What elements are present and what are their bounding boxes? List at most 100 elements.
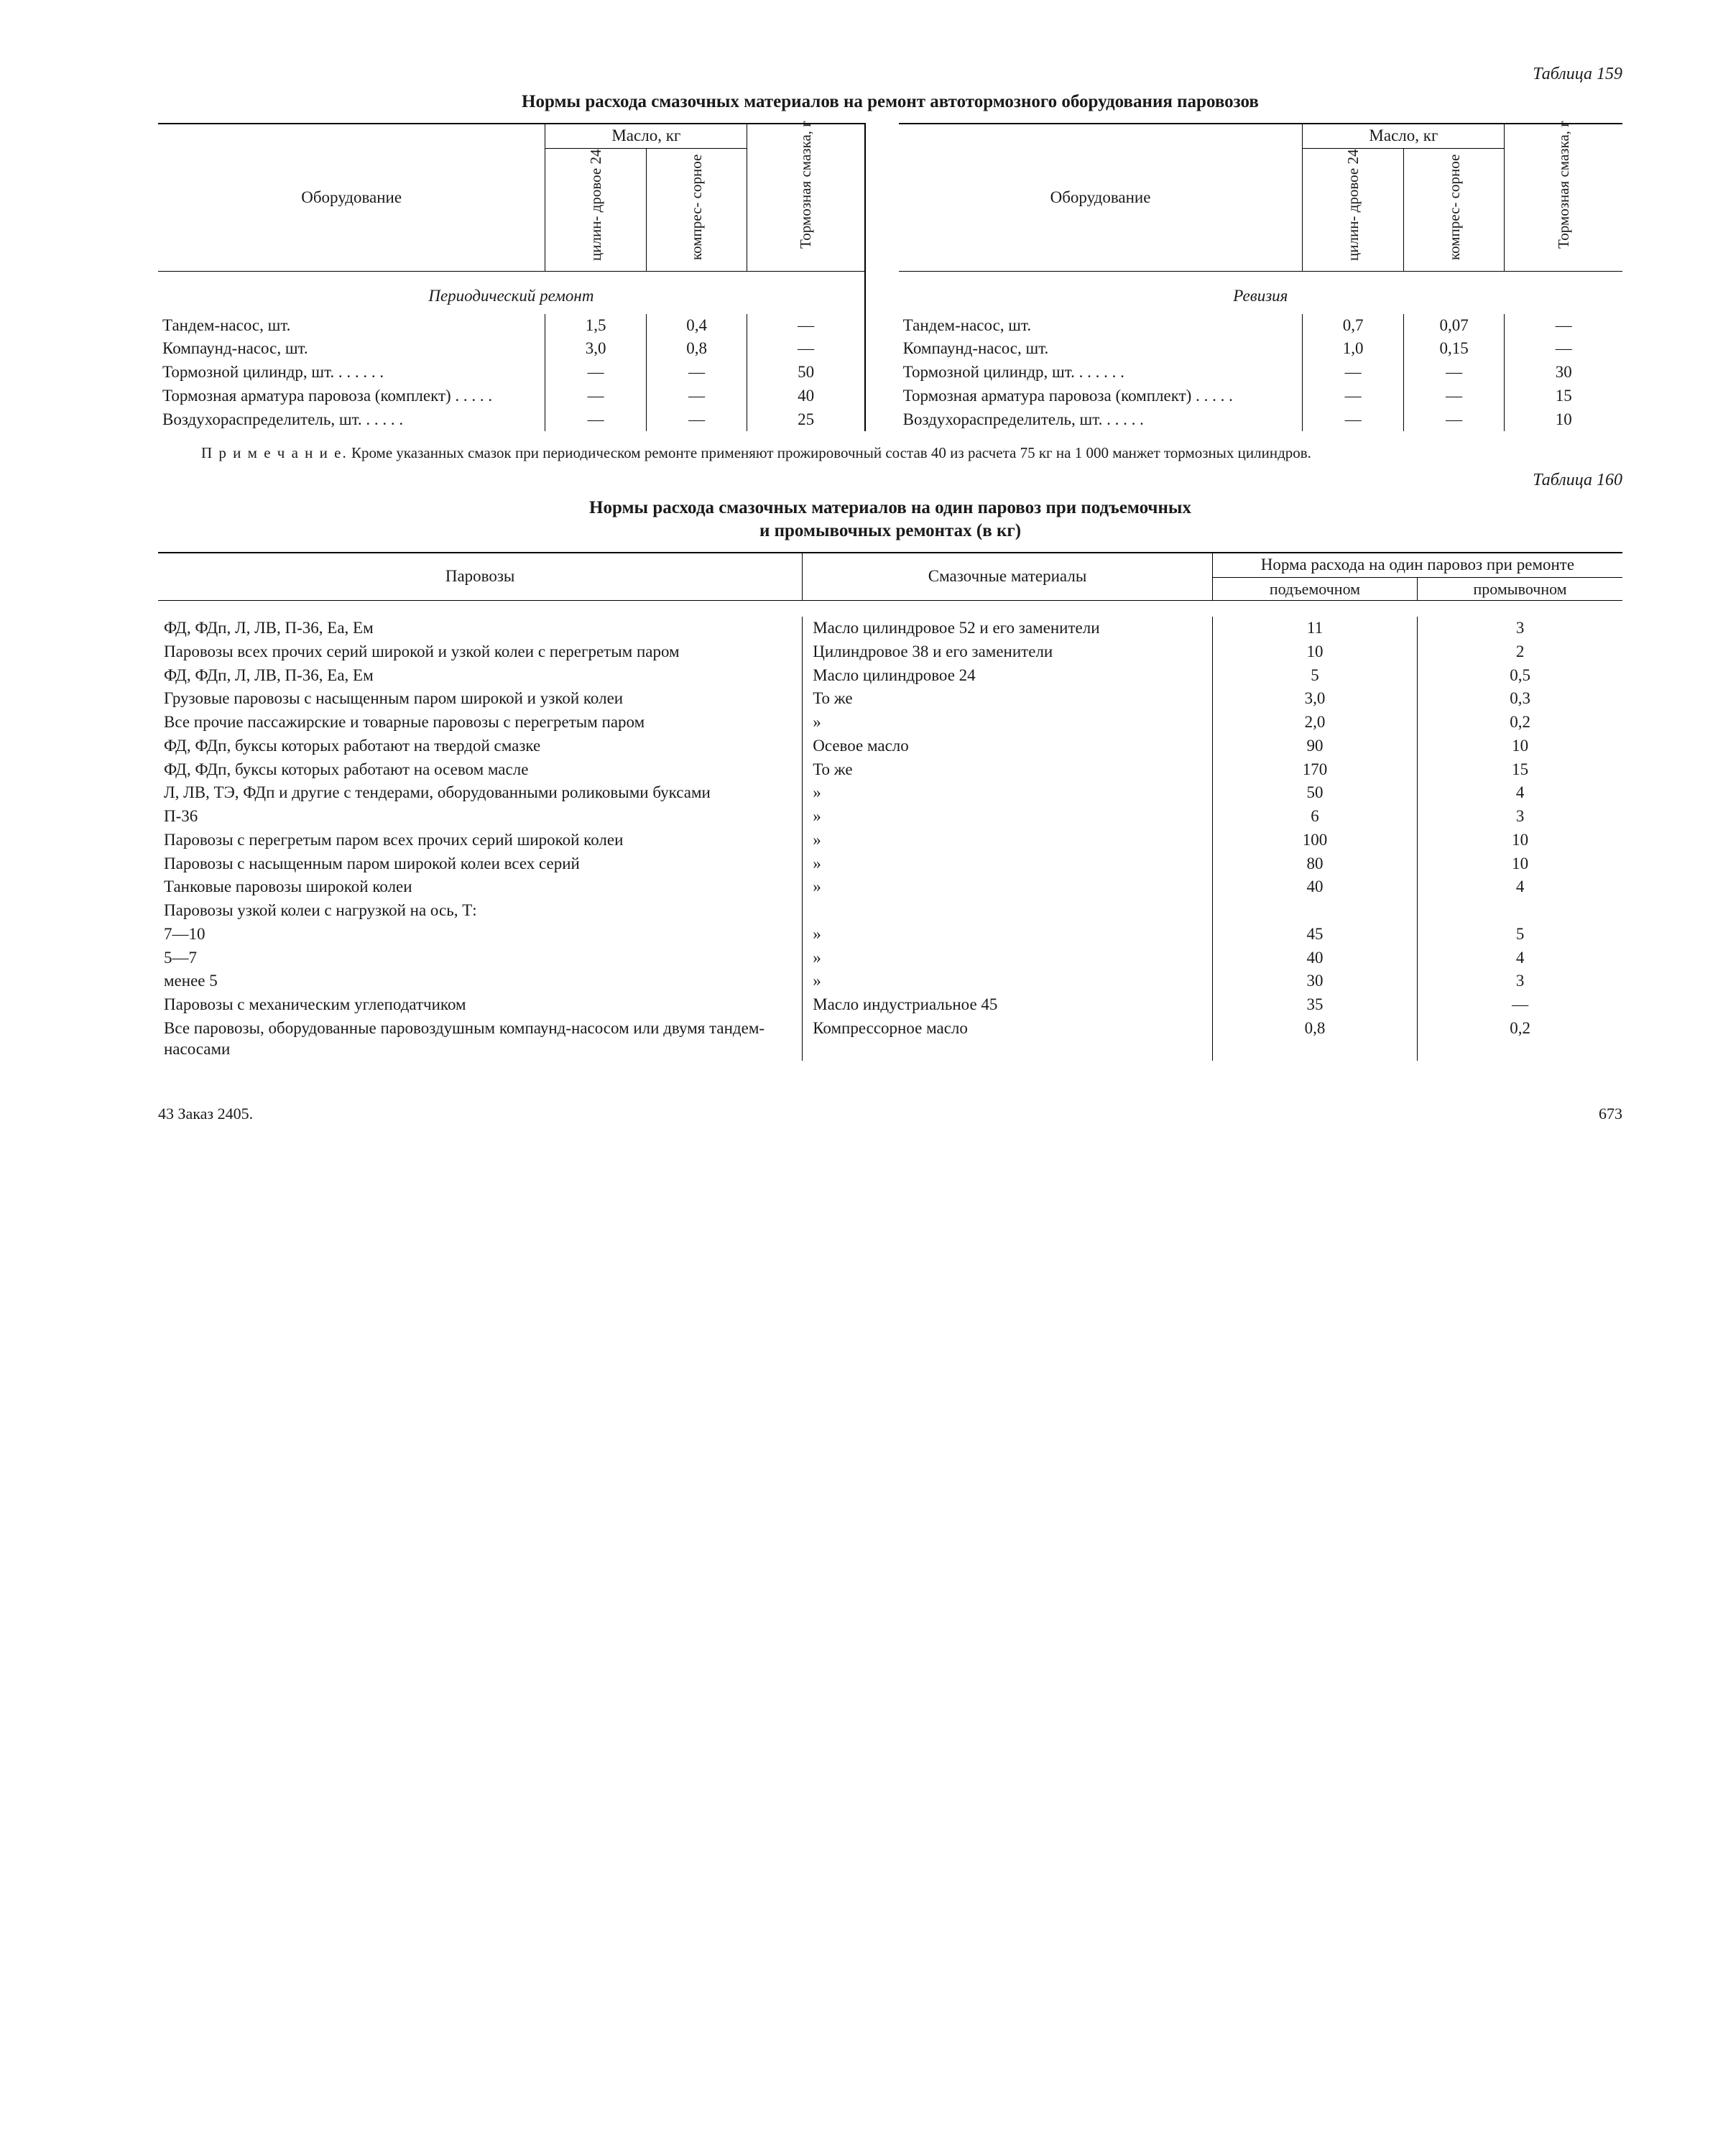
cell-mat: Компрессорное масло [803, 1017, 1213, 1061]
cell-paro: ФД, ФДп, Л, ЛВ, П-36, Еа, Ем [158, 617, 803, 640]
cell-prom: 0,3 [1418, 687, 1622, 711]
table160-row: Паровозы с насыщенным паром широ­кой кол… [158, 852, 1622, 876]
table159: Оборудование Масло, кг Тормозная смазка,… [158, 123, 1622, 431]
table160-row: Все паровозы, оборудованные паровоз­душн… [158, 1017, 1622, 1061]
cell-prom: 5 [1418, 923, 1622, 946]
cell-grease: 25 [747, 408, 865, 432]
table159-label: Таблица 159 [158, 63, 1622, 85]
cell-pod: 100 [1212, 829, 1417, 852]
cell-mat: » [803, 852, 1213, 876]
table160-row: Паровозы с механическим углеподатчи­комМ… [158, 993, 1622, 1017]
cell-pod: 10 [1212, 640, 1417, 664]
col-grease-l: Тормозная смазка, г [747, 124, 865, 271]
cell-name: Тормозной цилиндр, шт. . . . . . . [158, 361, 545, 384]
cell-paro: Паровозы с насыщенным паром широ­кой кол… [158, 852, 803, 876]
cell-pod: 40 [1212, 875, 1417, 899]
cell-name: Воздухораспредели­тель, шт. . . . . . [158, 408, 545, 432]
table159-row: Тормозной цилиндр, шт. . . . . . .——50То… [158, 361, 1622, 384]
cell-prom: 3 [1418, 969, 1622, 993]
col-oil-l: Масло, кг [545, 124, 747, 148]
cell-oil24: — [1303, 384, 1404, 408]
cell-mat: Масло индустриаль­ное 45 [803, 993, 1213, 1017]
cell-oil24: 1,0 [1303, 337, 1404, 361]
table159-row: Компаунд-насос, шт.3,00,8—Компаунд-насос… [158, 337, 1622, 361]
table160-title: Нормы расхода смазочных материалов на од… [387, 497, 1393, 542]
cell-paro: Все паровозы, оборудованные паровоз­душн… [158, 1017, 803, 1061]
cell-mat: » [803, 805, 1213, 829]
cell-mat: Масло цилиндровое 52 и его заменители [803, 617, 1213, 640]
cell-grease: 15 [1505, 384, 1622, 408]
cell-pod: 11 [1212, 617, 1417, 640]
cell-compr: — [646, 408, 747, 432]
cell-mat: » [803, 711, 1213, 734]
table159-note: П р и м е ч а н и е. Кроме указанных сма… [201, 444, 1601, 462]
cell-paro: Л, ЛВ, ТЭ, ФДп и другие с тендерами, обо… [158, 781, 803, 805]
table160-row: ФД, ФДп, Л, ЛВ, П-36, Еа, ЕмМасло цилинд… [158, 617, 1622, 640]
cell-prom [1418, 899, 1622, 923]
cell-pod: 3,0 [1212, 687, 1417, 711]
cell-compr: 0,8 [646, 337, 747, 361]
cell-pod: 50 [1212, 781, 1417, 805]
cell-oil24: — [545, 384, 647, 408]
cell-oil24: — [1303, 361, 1404, 384]
table160-label: Таблица 160 [158, 469, 1622, 491]
cell-grease: — [747, 314, 865, 338]
cell-compr: — [1403, 408, 1505, 432]
cell-grease: 50 [747, 361, 865, 384]
table159-row: Тандем-насос, шт.1,50,4—Тандем-насос, шт… [158, 314, 1622, 338]
section-revision: Ревизия [899, 271, 1622, 313]
table160-row: Грузовые паровозы с насыщенным па­ром ши… [158, 687, 1622, 711]
col-grease-r: Тормозная смазка, г [1505, 124, 1622, 271]
cell-compr: — [1403, 384, 1505, 408]
cell-pod: 35 [1212, 993, 1417, 1017]
cell-oil24: — [545, 361, 647, 384]
cell-mat [803, 899, 1213, 923]
table160: Паровозы Смазочные материалы Норма расхо… [158, 552, 1622, 1061]
cell-compr: — [646, 361, 747, 384]
cell-paro: ФД, ФДп, буксы которых работают на осево… [158, 758, 803, 782]
table160-row: Все прочие пассажирские и товарные паров… [158, 711, 1622, 734]
cell-prom: — [1418, 993, 1622, 1017]
table160-header-row: Паровозы Смазочные материалы Норма расхо… [158, 553, 1622, 577]
cell-paro: 5—7 [158, 946, 803, 970]
cell-pod: 0,8 [1212, 1017, 1417, 1061]
table160-row: 5—7»404 [158, 946, 1622, 970]
cell-name: Компаунд-насос, шт. [158, 337, 545, 361]
cell-pod: 170 [1212, 758, 1417, 782]
cell-mat: То же [803, 758, 1213, 782]
cell-oil24: 3,0 [545, 337, 647, 361]
cell-pod: 90 [1212, 734, 1417, 758]
table160-row: Л, ЛВ, ТЭ, ФДп и другие с тендерами, обо… [158, 781, 1622, 805]
table160-row: менее 5»303 [158, 969, 1622, 993]
cell-compr: 0,4 [646, 314, 747, 338]
table160-row: Паровозы узкой колеи с нагрузкой на ось,… [158, 899, 1622, 923]
cell-paro: П-36 [158, 805, 803, 829]
table159-title: Нормы расхода смазочных материалов на ре… [387, 91, 1393, 113]
cell-paro: 7—10 [158, 923, 803, 946]
cell-paro: Все прочие пассажирские и товарные паров… [158, 711, 803, 734]
cell-name: Тормозной цилиндр, шт. . . . . . . [899, 361, 1303, 384]
cell-prom: 2 [1418, 640, 1622, 664]
cell-paro: Паровозы всех прочих серий широкой и узк… [158, 640, 803, 664]
table160-row: Танковые паровозы широкой колеи»404 [158, 875, 1622, 899]
cell-mat: » [803, 829, 1213, 852]
cell-grease: — [747, 337, 865, 361]
cell-compr: — [1403, 361, 1505, 384]
cell-grease: — [1505, 314, 1622, 338]
cell-mat: » [803, 946, 1213, 970]
table159-section-row: Периодический ремонт Ревизия [158, 271, 1622, 313]
cell-paro: ФД, ФДп, буксы которых работают на тверд… [158, 734, 803, 758]
col-mat: Смазочные материалы [803, 553, 1213, 601]
cell-paro: менее 5 [158, 969, 803, 993]
cell-paro: Паровозы с механическим углеподатчи­ком [158, 993, 803, 1017]
cell-prom: 10 [1418, 852, 1622, 876]
table160-row: Паровозы с перегретым паром всех прочих … [158, 829, 1622, 852]
col-prom: промы­вочном [1418, 577, 1622, 601]
cell-mat: Масло цилиндровое 24 [803, 664, 1213, 688]
cell-mat: Цилиндровое 38 и его заменители [803, 640, 1213, 664]
cell-pod [1212, 899, 1417, 923]
col-paro: Паровозы [158, 553, 803, 601]
section-periodic: Периодический ремонт [158, 271, 865, 313]
table159-row: Воздухораспредели­тель, шт. . . . . .——2… [158, 408, 1622, 432]
cell-mat: » [803, 875, 1213, 899]
